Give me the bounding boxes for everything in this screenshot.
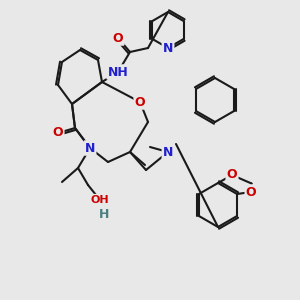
Text: N: N <box>85 142 95 154</box>
Text: O: O <box>113 32 123 44</box>
Text: O: O <box>53 127 63 140</box>
Text: N: N <box>163 41 173 55</box>
Text: O: O <box>227 169 237 182</box>
Text: NH: NH <box>108 65 128 79</box>
Text: O: O <box>135 95 145 109</box>
Text: OH: OH <box>91 195 109 205</box>
Text: H: H <box>99 208 109 220</box>
Text: O: O <box>246 185 256 199</box>
Text: N: N <box>163 146 173 158</box>
